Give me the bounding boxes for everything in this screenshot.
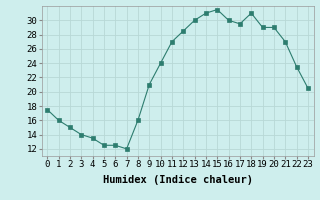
X-axis label: Humidex (Indice chaleur): Humidex (Indice chaleur): [103, 175, 252, 185]
